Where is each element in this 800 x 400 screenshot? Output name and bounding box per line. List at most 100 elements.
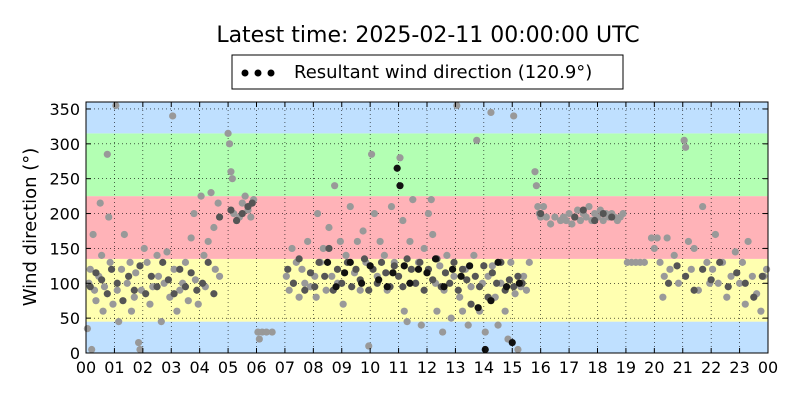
data-point: [443, 251, 451, 259]
data-point: [360, 255, 369, 263]
data-point: [481, 345, 489, 354]
data-point: [758, 272, 766, 280]
data-point: [537, 209, 545, 218]
data-point: [656, 258, 664, 266]
data-point: [268, 328, 276, 336]
data-point: [233, 216, 241, 225]
data-point: [673, 262, 681, 270]
data-point: [105, 213, 113, 221]
data-point: [394, 272, 403, 280]
data-point: [157, 318, 165, 326]
x-tick-label: 09: [332, 358, 352, 377]
data-point: [585, 202, 593, 211]
data-point: [501, 307, 509, 315]
data-point: [228, 175, 236, 183]
data-point: [215, 272, 224, 280]
data-point: [227, 168, 235, 176]
data-point: [542, 213, 550, 221]
data-point: [339, 300, 347, 308]
data-point: [534, 202, 542, 211]
data-point: [359, 227, 367, 235]
data-point: [328, 272, 336, 280]
data-point: [571, 213, 579, 221]
data-point: [608, 213, 616, 221]
data-point: [487, 108, 495, 117]
data-point: [416, 258, 424, 266]
data-point: [365, 286, 373, 294]
data-point: [325, 244, 333, 253]
data-point: [508, 338, 516, 347]
data-point: [454, 286, 462, 294]
data-point: [735, 279, 744, 287]
data-point: [136, 345, 144, 354]
data-point: [650, 244, 658, 253]
direction-band: [86, 102, 768, 134]
x-tick-label: 18: [587, 358, 607, 377]
data-point: [640, 258, 648, 266]
data-point: [190, 209, 198, 218]
data-point: [493, 279, 501, 287]
data-point: [346, 202, 354, 211]
data-point: [184, 297, 192, 305]
data-point: [333, 265, 342, 273]
data-point: [396, 182, 404, 190]
x-tick-label: 12: [417, 358, 437, 377]
data-point: [284, 265, 292, 273]
data-point: [377, 258, 386, 266]
data-point: [207, 189, 215, 197]
data-point: [716, 258, 724, 266]
data-point: [365, 342, 373, 350]
data-point: [450, 258, 458, 266]
data-point: [304, 237, 312, 246]
data-point: [539, 202, 548, 211]
data-point: [481, 328, 489, 336]
data-point: [146, 300, 154, 308]
data-point: [703, 258, 711, 266]
data-point: [98, 276, 106, 284]
data-point: [191, 276, 200, 284]
data-point: [390, 262, 398, 270]
data-point: [380, 251, 388, 259]
data-point: [424, 209, 433, 218]
data-point: [473, 136, 481, 144]
data-point: [399, 283, 407, 291]
data-point: [531, 168, 539, 176]
x-tick-label: 01: [104, 358, 124, 377]
data-point: [306, 269, 315, 277]
data-point: [285, 286, 293, 294]
data-point: [126, 258, 134, 266]
data-point: [227, 206, 235, 214]
data-point: [153, 283, 161, 291]
data-point: [169, 112, 177, 120]
data-point: [164, 276, 173, 284]
data-point: [86, 265, 94, 273]
data-point: [582, 213, 590, 221]
data-point: [200, 251, 208, 259]
data-point: [289, 279, 298, 287]
data-point: [403, 318, 411, 326]
data-point: [204, 237, 212, 246]
data-point: [103, 290, 111, 298]
direction-bands: [86, 102, 768, 353]
data-point: [515, 279, 523, 287]
data-point: [342, 251, 350, 259]
data-point: [143, 258, 151, 266]
data-point: [750, 293, 758, 301]
data-point: [187, 234, 195, 242]
data-point: [510, 112, 518, 120]
x-tick-label: 10: [360, 358, 380, 377]
data-point: [480, 262, 488, 270]
data-point: [664, 279, 673, 287]
x-tick-label: 05: [218, 358, 238, 377]
data-point: [738, 258, 747, 266]
data-point: [659, 293, 667, 301]
y-tick-label: 250: [49, 170, 80, 189]
y-tick-label: 300: [49, 135, 80, 154]
data-point: [466, 262, 474, 270]
data-point: [403, 255, 411, 263]
data-point: [238, 209, 246, 218]
data-point: [429, 230, 437, 239]
x-tick-label: 21: [673, 358, 693, 377]
x-tick-label: 17: [559, 358, 579, 377]
data-point: [127, 307, 136, 315]
